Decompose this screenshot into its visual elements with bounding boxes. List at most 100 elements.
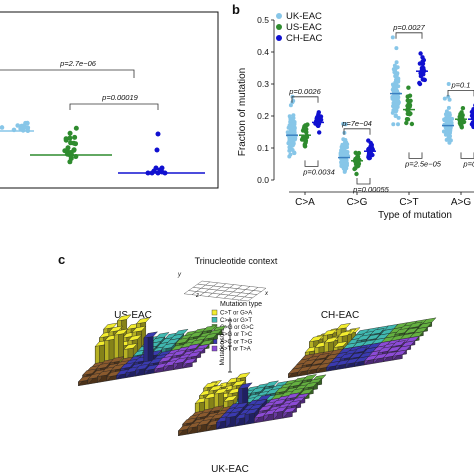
bar-top (302, 374, 318, 381)
point-uk-eac (287, 114, 292, 119)
panel-a-point-uk (18, 126, 23, 131)
legend-label: A>G or T>C (220, 332, 253, 338)
legend-dot-ch-eac (276, 35, 282, 41)
bar-top (271, 398, 287, 406)
bar-top (96, 370, 112, 377)
panel-b-annotations: p=0.0026 p=0.0034 p=7e−04 p=0.00055 p=0.0027… (288, 23, 474, 194)
point-ch-eac (420, 61, 426, 66)
point-uk-eac (448, 134, 452, 139)
point-ch-eac (470, 108, 474, 114)
bar-top (394, 327, 410, 335)
schematic-axis-z: z (195, 293, 199, 299)
point-us-eac (355, 154, 360, 160)
mutations-per-mb-label: Mutations/Mb (219, 326, 226, 365)
point-uk-eac (290, 148, 295, 152)
point-uk-eac (287, 148, 292, 153)
point-uk-eac (342, 151, 347, 156)
legend-label-uk-eac: UK-EAC (286, 11, 322, 22)
bar-top (353, 346, 369, 354)
bar-top (303, 381, 319, 389)
bar-top (182, 357, 198, 365)
y-tick-label: 0.1 (257, 143, 269, 153)
y-tick-label: 0.4 (257, 47, 269, 57)
point-us-eac (459, 125, 464, 130)
bar-top (285, 392, 301, 400)
p-value-label-2: p=0.00019 (101, 93, 138, 102)
bar-top (365, 333, 381, 341)
point-uk-eac (390, 110, 395, 115)
point-us-eac (354, 171, 359, 177)
bar-top (120, 362, 135, 370)
p-bracket-below (408, 152, 423, 159)
bar-top (174, 337, 190, 345)
bar-top (95, 362, 111, 370)
bar-top (161, 342, 176, 350)
us-eac-3d-bars (77, 314, 227, 387)
p-value-below: p=0.55 (462, 159, 474, 168)
p-value-below: p=0.00055 (352, 185, 389, 194)
point-us-eac (301, 125, 307, 131)
panel-a-point-uk (25, 126, 30, 132)
uk-eac-3d-bars (177, 372, 327, 437)
bar-top (225, 411, 241, 419)
p-bracket-below (356, 178, 371, 185)
bar-top (223, 395, 238, 402)
panel-a-point-uk (15, 123, 20, 128)
bar-top (202, 325, 218, 332)
y-axis-label: Fraction of mutation (237, 68, 248, 156)
point-uk-eac (443, 112, 448, 117)
bar-top (337, 330, 353, 338)
bar-top (391, 340, 407, 347)
p-bracket-1 (0, 69, 135, 78)
point-uk-eac (392, 70, 397, 75)
x-axis-label: Type of mutation (378, 210, 452, 221)
bar-top (182, 417, 197, 425)
point-uk-eac (393, 99, 398, 104)
point-uk-eac (338, 152, 343, 157)
panel-a-point-us (73, 125, 79, 131)
point-uk-eac (345, 153, 350, 158)
bar-top (237, 382, 253, 390)
x-tick-label: C>G (347, 197, 368, 208)
panel-a-point-us (67, 130, 73, 136)
bar-top (209, 405, 225, 413)
legend-label-ch-eac: CH-EAC (286, 33, 323, 44)
point-uk-eac (442, 117, 447, 122)
bar-top (158, 355, 173, 363)
trinucleotide-grid-schematic (183, 280, 267, 302)
schematic-axis-y: y (177, 272, 182, 278)
bar-top (196, 419, 212, 426)
legend-label: A>C or T>G (220, 339, 253, 345)
p-bracket-above (447, 90, 474, 97)
panel-b-points (285, 35, 474, 177)
point-uk-eac (290, 127, 295, 132)
panel-a-point-ch (159, 165, 165, 171)
bar-top (264, 380, 280, 388)
bar-top (272, 406, 288, 414)
legend-label: C>G or G>C (220, 325, 254, 331)
trinucleotide-title: Trinucleotide context (195, 256, 278, 266)
point-uk-eac (390, 35, 395, 40)
bar-top (250, 386, 266, 394)
bar-top (336, 322, 352, 330)
point-us-eac (407, 93, 413, 98)
point-us-eac (405, 117, 411, 122)
legend-label: A>T or T>A (220, 347, 251, 353)
bar-top (227, 387, 243, 395)
point-uk-eac (288, 140, 293, 145)
bar-top (370, 328, 385, 335)
point-uk-eac (292, 151, 297, 155)
bar-top (311, 358, 326, 366)
point-uk-eac (343, 138, 348, 142)
legend-label: C>T or G>A (220, 311, 252, 317)
mutations-per-mb-axis (228, 319, 232, 373)
point-ch-eac (418, 51, 423, 56)
bar-top (274, 386, 290, 394)
panel-a-point-ch (154, 147, 160, 153)
bar-top (408, 321, 423, 329)
panel-label-b: b (232, 2, 240, 17)
panel-a-point-us (63, 137, 69, 143)
point-uk-eac (447, 111, 452, 116)
bar-top (349, 352, 364, 359)
